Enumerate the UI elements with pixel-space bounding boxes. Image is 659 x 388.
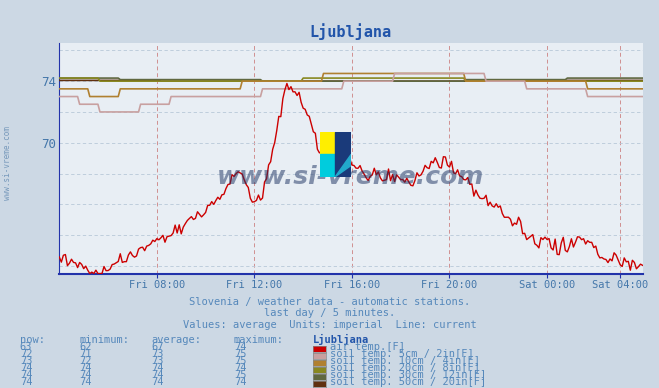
Text: 74: 74	[79, 363, 92, 373]
Text: www.si-vreme.com: www.si-vreme.com	[3, 126, 13, 200]
Bar	[320, 154, 335, 177]
Text: 67: 67	[152, 342, 164, 352]
Text: 74: 74	[152, 363, 164, 373]
Text: Values: average  Units: imperial  Line: current: Values: average Units: imperial Line: cu…	[183, 320, 476, 330]
Text: soil temp. 30cm / 12in[F]: soil temp. 30cm / 12in[F]	[330, 370, 486, 380]
Text: 73: 73	[152, 356, 164, 366]
Text: maximum:: maximum:	[234, 335, 284, 345]
Text: 74: 74	[234, 377, 246, 387]
Text: now:: now:	[20, 335, 45, 345]
Text: 75: 75	[234, 356, 246, 366]
Text: soil temp. 20cm / 8in[F]: soil temp. 20cm / 8in[F]	[330, 363, 480, 373]
Text: 75: 75	[234, 349, 246, 359]
Text: minimum:: minimum:	[79, 335, 129, 345]
Text: 74: 74	[79, 377, 92, 387]
Text: 74: 74	[20, 377, 32, 387]
Text: 75: 75	[234, 370, 246, 380]
Text: 74: 74	[234, 342, 246, 352]
Bar	[335, 132, 351, 177]
Title: Ljubljana: Ljubljana	[310, 23, 392, 40]
Text: 74: 74	[152, 377, 164, 387]
Text: 74: 74	[79, 370, 92, 380]
Text: Slovenia / weather data - automatic stations.: Slovenia / weather data - automatic stat…	[189, 296, 470, 307]
Text: soil temp. 10cm / 4in[F]: soil temp. 10cm / 4in[F]	[330, 356, 480, 366]
Text: last day / 5 minutes.: last day / 5 minutes.	[264, 308, 395, 318]
Polygon shape	[335, 154, 351, 177]
Text: 72: 72	[20, 349, 32, 359]
Text: soil temp. 50cm / 20in[F]: soil temp. 50cm / 20in[F]	[330, 377, 486, 387]
Text: average:: average:	[152, 335, 202, 345]
Text: air temp.[F]: air temp.[F]	[330, 342, 405, 352]
Text: 74: 74	[152, 370, 164, 380]
Bar	[320, 132, 335, 154]
Text: 73: 73	[152, 349, 164, 359]
Text: 74: 74	[20, 370, 32, 380]
Text: 72: 72	[79, 356, 92, 366]
Text: 63: 63	[20, 342, 32, 352]
Text: Ljubljana: Ljubljana	[313, 334, 369, 345]
Text: soil temp. 5cm / 2in[F]: soil temp. 5cm / 2in[F]	[330, 349, 474, 359]
Text: 71: 71	[79, 349, 92, 359]
Text: 73: 73	[20, 356, 32, 366]
Text: 62: 62	[79, 342, 92, 352]
Text: 74: 74	[20, 363, 32, 373]
Text: www.si-vreme.com: www.si-vreme.com	[217, 165, 484, 189]
Text: 74: 74	[234, 363, 246, 373]
